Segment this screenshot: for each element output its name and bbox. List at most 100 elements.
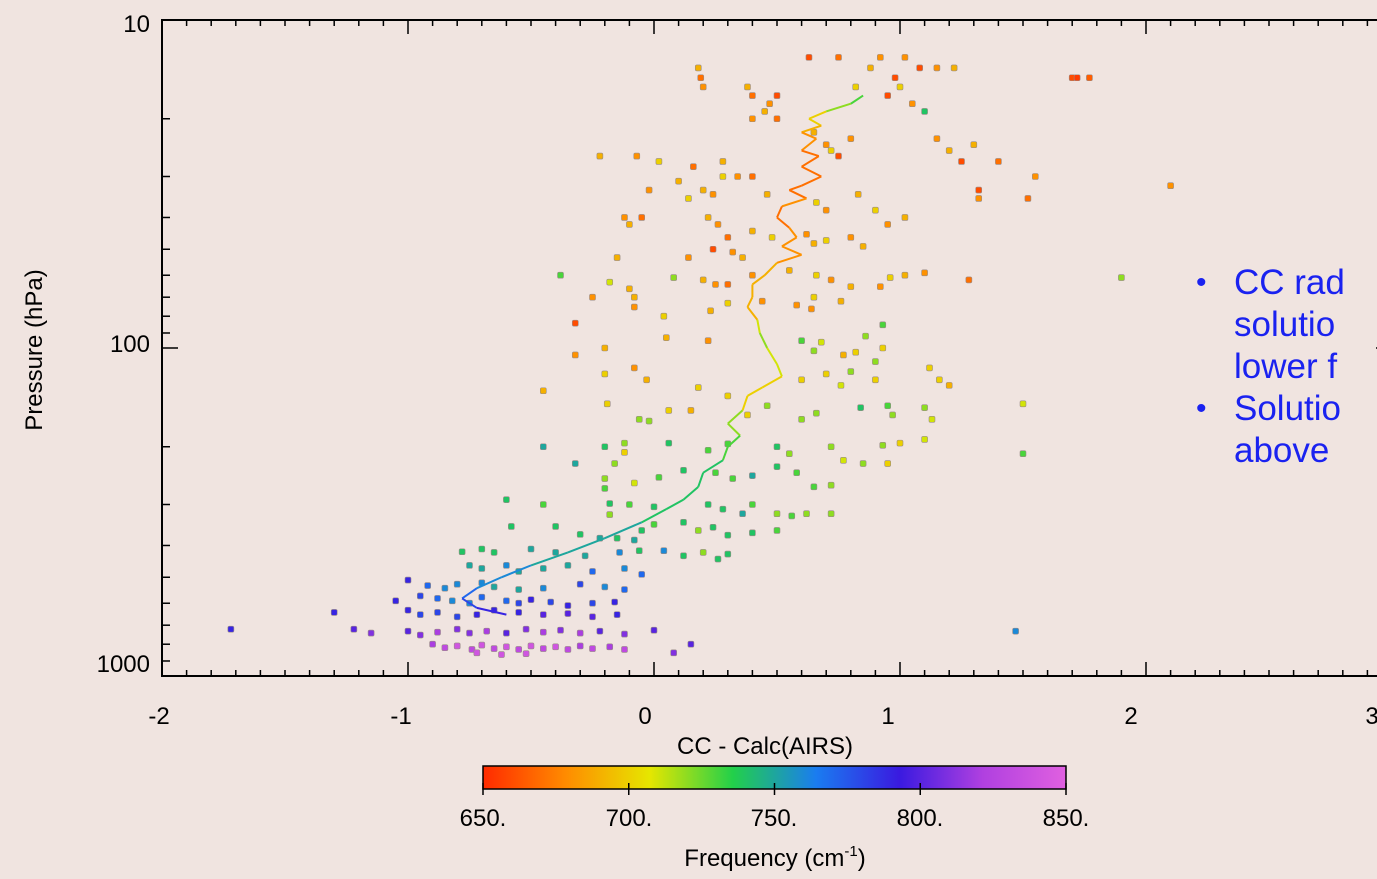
data-point bbox=[827, 481, 835, 489]
data-point bbox=[817, 338, 825, 346]
data-point bbox=[854, 191, 862, 198]
data-point bbox=[448, 597, 456, 605]
data-point bbox=[424, 582, 431, 589]
data-point bbox=[404, 606, 412, 614]
data-point bbox=[473, 649, 481, 657]
data-point bbox=[660, 547, 668, 555]
data-point bbox=[429, 640, 436, 648]
data-point bbox=[699, 276, 707, 284]
data-point bbox=[749, 227, 756, 235]
data-point bbox=[589, 568, 596, 575]
series-line-segment bbox=[746, 296, 754, 308]
data-point bbox=[616, 549, 623, 556]
data-point bbox=[840, 351, 847, 359]
data-point bbox=[503, 629, 510, 637]
data-point bbox=[763, 402, 771, 410]
data-point bbox=[576, 531, 584, 538]
data-point bbox=[621, 630, 628, 638]
data-point bbox=[921, 108, 928, 115]
data-point bbox=[404, 627, 412, 635]
series-line-segment bbox=[702, 459, 724, 474]
data-point bbox=[515, 586, 523, 593]
data-point bbox=[975, 186, 983, 194]
data-point bbox=[810, 293, 818, 301]
series-line-segment bbox=[776, 363, 783, 377]
data-point bbox=[694, 527, 702, 534]
plot-frame bbox=[161, 19, 1377, 677]
data-point bbox=[798, 376, 805, 384]
data-point bbox=[416, 631, 424, 639]
data-point bbox=[621, 214, 628, 221]
x-tick-label: 2 bbox=[1124, 703, 1137, 730]
data-point bbox=[773, 92, 781, 99]
data-point bbox=[468, 646, 476, 653]
data-point bbox=[601, 475, 609, 482]
data-point bbox=[879, 321, 887, 329]
data-point bbox=[768, 234, 776, 241]
data-point bbox=[840, 457, 847, 464]
axis-ticks bbox=[161, 19, 1377, 677]
data-point bbox=[827, 147, 835, 154]
data-point bbox=[872, 376, 879, 384]
data-point bbox=[650, 503, 658, 511]
data-point bbox=[822, 370, 830, 378]
data-point bbox=[813, 409, 820, 417]
y-tick-label: 100 bbox=[110, 331, 150, 358]
series-line-segment bbox=[461, 587, 478, 600]
data-point bbox=[719, 173, 727, 180]
data-point bbox=[665, 439, 673, 447]
data-point bbox=[835, 54, 842, 61]
data-point bbox=[490, 583, 498, 591]
data-point bbox=[539, 565, 547, 572]
data-point bbox=[613, 611, 621, 618]
data-point bbox=[822, 237, 830, 244]
data-point bbox=[670, 649, 677, 657]
data-point bbox=[773, 510, 781, 517]
data-point bbox=[798, 337, 805, 344]
data-point bbox=[539, 501, 547, 508]
data-point bbox=[478, 565, 486, 572]
bullet-item: • CC rad solutio lower f bbox=[1196, 262, 1377, 388]
data-point bbox=[694, 384, 702, 391]
data-point bbox=[596, 627, 604, 635]
series-line-segment bbox=[682, 486, 699, 501]
data-point bbox=[945, 382, 953, 389]
data-point bbox=[704, 337, 712, 344]
data-point bbox=[712, 281, 719, 288]
data-point bbox=[441, 584, 449, 592]
data-point bbox=[330, 609, 338, 616]
data-point bbox=[638, 214, 646, 221]
series-line-segment bbox=[721, 446, 729, 461]
data-point bbox=[662, 334, 670, 341]
series-line-segment bbox=[746, 386, 763, 397]
data-point bbox=[564, 610, 572, 617]
data-point bbox=[685, 254, 692, 261]
series-line-segment bbox=[727, 422, 741, 437]
data-point bbox=[527, 545, 535, 553]
series-line-segment bbox=[801, 175, 822, 187]
data-point bbox=[773, 463, 781, 470]
series-line-segment bbox=[727, 409, 744, 425]
data-point bbox=[690, 163, 697, 170]
data-point bbox=[631, 293, 638, 301]
data-point bbox=[901, 54, 909, 61]
data-point bbox=[539, 628, 547, 636]
series-line-segment bbox=[746, 306, 759, 321]
data-point bbox=[813, 271, 820, 279]
data-point bbox=[709, 523, 717, 531]
data-point bbox=[896, 83, 904, 91]
data-point bbox=[822, 141, 830, 149]
data-point bbox=[857, 404, 864, 411]
data-point bbox=[877, 283, 884, 290]
data-point bbox=[1167, 182, 1174, 189]
series-line-segment bbox=[766, 347, 778, 365]
data-point bbox=[847, 368, 855, 375]
data-point bbox=[793, 469, 800, 477]
data-point bbox=[827, 276, 835, 284]
data-point bbox=[478, 641, 486, 649]
data-point bbox=[490, 645, 498, 652]
data-point bbox=[589, 599, 596, 607]
data-point bbox=[884, 221, 892, 228]
x-tick-label: 0 bbox=[638, 703, 651, 730]
data-point bbox=[453, 580, 461, 588]
